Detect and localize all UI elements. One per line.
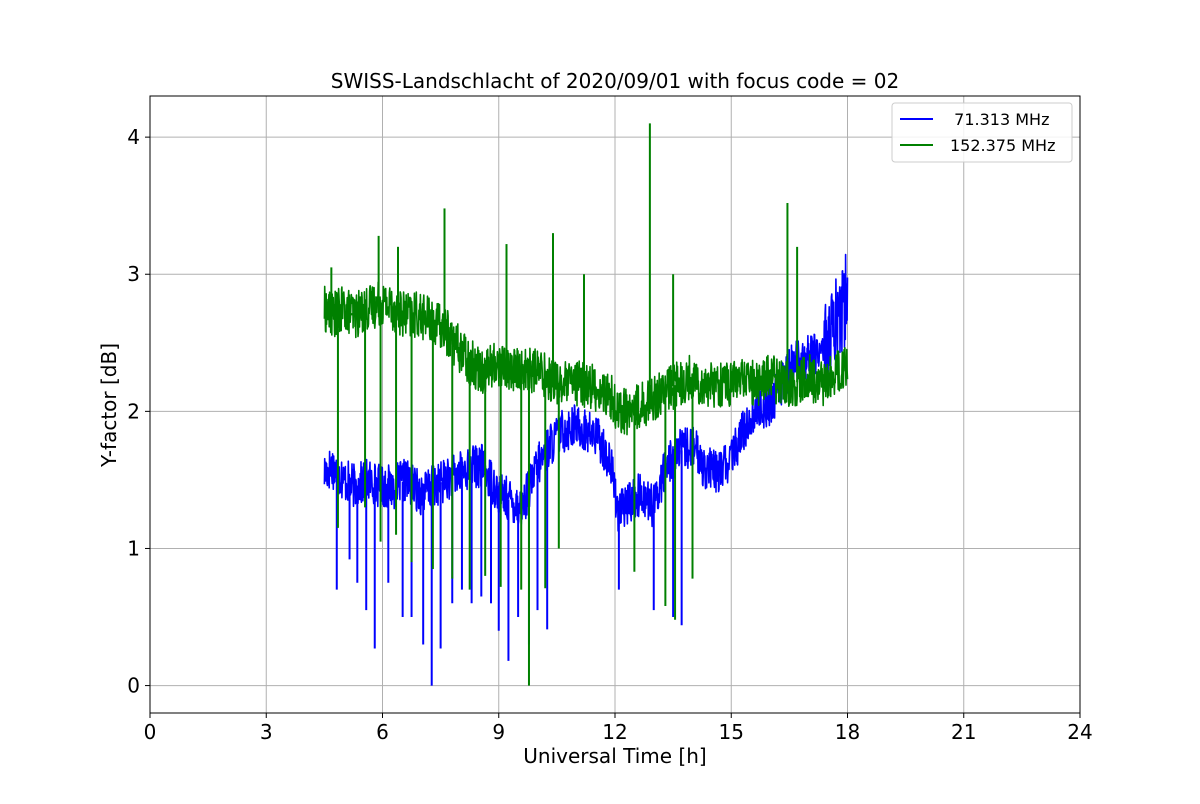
x-tick-label: 21 <box>951 720 976 744</box>
x-tick-label: 24 <box>1067 720 1092 744</box>
x-tick-label: 0 <box>144 720 157 744</box>
x-tick-label: 6 <box>376 720 389 744</box>
y-tick-label: 2 <box>127 399 140 423</box>
series-1 <box>323 123 849 686</box>
legend-label-71mhz: 71.313 MHz <box>944 110 1049 129</box>
x-tick-label: 12 <box>602 720 627 744</box>
legend-label-152mhz: 152.375 MHz <box>950 136 1055 155</box>
legend-box <box>891 102 1073 163</box>
x-axis-ticks: 0 3 6 9 12 15 18 21 24 <box>144 713 1093 744</box>
x-axis-label: Universal Time [h] <box>523 744 706 768</box>
chart-title: SWISS-Landschlacht of 2020/09/01 with fo… <box>331 69 899 93</box>
y-axis-ticks: 0 1 2 3 4 <box>127 125 150 698</box>
y-axis-label: Y-factor [dB] <box>97 343 121 468</box>
y-tick-label: 1 <box>127 536 140 560</box>
y-tick-label: 4 <box>127 125 140 149</box>
x-tick-label: 15 <box>719 720 744 744</box>
series-layer <box>323 123 849 686</box>
x-tick-label: 3 <box>260 720 273 744</box>
x-tick-label: 9 <box>492 720 505 744</box>
legend: 71.313 MHz 152.375 MHz <box>891 102 1073 163</box>
x-tick-label: 18 <box>835 720 860 744</box>
y-tick-label: 3 <box>127 262 140 286</box>
series-line <box>323 281 849 436</box>
y-tick-label: 0 <box>127 674 140 698</box>
